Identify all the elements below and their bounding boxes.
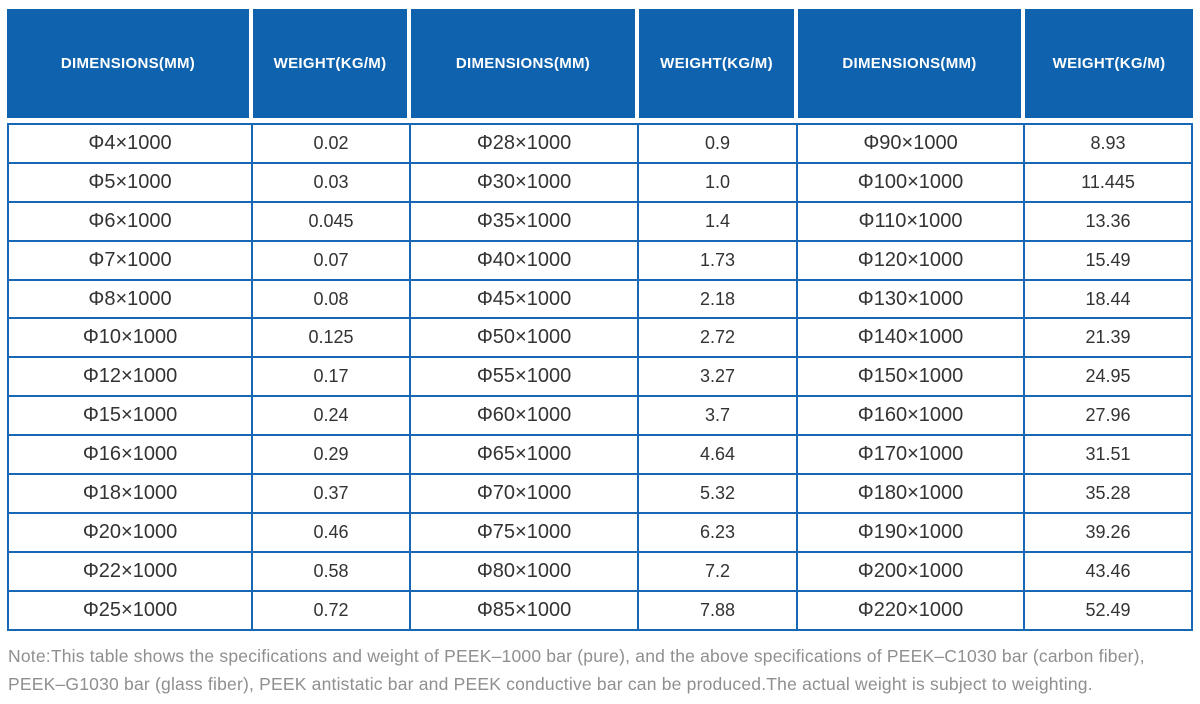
weight-cell: 1.73 <box>639 241 796 279</box>
weight-cell: 0.03 <box>253 163 409 201</box>
weight-cell: 0.58 <box>253 552 409 590</box>
weight-cell: 39.26 <box>1025 513 1191 551</box>
column-header: WEIGHT(KG/M) <box>253 9 411 118</box>
column-header: WEIGHT(KG/M) <box>639 9 798 118</box>
weight-cell: 7.88 <box>639 591 796 629</box>
dimension-cell: Φ220×1000 <box>798 591 1023 629</box>
weight-cell: 0.08 <box>253 280 409 318</box>
dimension-cell: Φ28×1000 <box>411 125 637 162</box>
weight-cell: 27.96 <box>1025 397 1191 435</box>
weight-cell: 5.32 <box>639 475 796 512</box>
weight-cell: 0.46 <box>253 513 409 551</box>
dimension-cell: Φ10×1000 <box>9 319 251 357</box>
dimension-cell: Φ6×1000 <box>9 202 251 240</box>
weight-cell: 2.72 <box>639 319 796 357</box>
dimension-cell: Φ180×1000 <box>798 475 1023 512</box>
weight-cell: 1.4 <box>639 202 796 240</box>
weight-cell: 0.24 <box>253 397 409 435</box>
weight-cell: 6.23 <box>639 513 796 551</box>
table-header-row: DIMENSIONS(MM) WEIGHT(KG/M) DIMENSIONS(MM)… <box>7 9 1193 118</box>
dimension-cell: Φ5×1000 <box>9 163 251 201</box>
weight-cell: 0.17 <box>253 358 409 396</box>
dimension-cell: Φ140×1000 <box>798 319 1023 357</box>
weight-cell: 3.7 <box>639 397 796 435</box>
dimension-cell: Φ20×1000 <box>9 513 251 551</box>
dimension-cell: Φ8×1000 <box>9 280 251 318</box>
weight-cell: 13.36 <box>1025 202 1191 240</box>
dimension-cell: Φ100×1000 <box>798 163 1023 201</box>
weight-cell: 0.125 <box>253 319 409 357</box>
weight-cell: 43.46 <box>1025 552 1191 590</box>
note-line-2: PEEK–G1030 bar (glass fiber), PEEK antis… <box>8 674 1093 694</box>
dimension-cell: Φ45×1000 <box>411 280 637 318</box>
dimension-cell: Φ170×1000 <box>798 436 1023 474</box>
weight-cell: 31.51 <box>1025 436 1191 474</box>
weight-cell: 0.045 <box>253 202 409 240</box>
weight-cell: 15.49 <box>1025 241 1191 279</box>
dimension-cell: Φ130×1000 <box>798 280 1023 318</box>
dimension-cell: Φ65×1000 <box>411 436 637 474</box>
weight-cell: 1.0 <box>639 163 796 201</box>
weight-cell: 4.64 <box>639 436 796 474</box>
column-header: WEIGHT(KG/M) <box>1025 9 1193 118</box>
dimension-cell: Φ190×1000 <box>798 513 1023 551</box>
weight-cell: 11.445 <box>1025 163 1191 201</box>
weight-cell: 21.39 <box>1025 319 1191 357</box>
column-header: DIMENSIONS(MM) <box>7 9 253 118</box>
table-note: Note:This table shows the specifications… <box>8 642 1194 698</box>
dimension-cell: Φ75×1000 <box>411 513 637 551</box>
dimension-cell: Φ50×1000 <box>411 319 637 357</box>
table-body: Φ4×1000 0.02 Φ28×1000 0.9 Φ90×1000 8.93 Φ5×100… <box>7 123 1193 631</box>
peek-bar-spec-table: DIMENSIONS(MM) WEIGHT(KG/M) DIMENSIONS(MM)… <box>7 9 1193 631</box>
weight-cell: 24.95 <box>1025 358 1191 396</box>
weight-cell: 0.9 <box>639 125 796 162</box>
weight-cell: 35.28 <box>1025 475 1191 512</box>
dimension-cell: Φ85×1000 <box>411 591 637 629</box>
dimension-cell: Φ150×1000 <box>798 358 1023 396</box>
dimension-cell: Φ30×1000 <box>411 163 637 201</box>
weight-cell: 8.93 <box>1025 125 1191 162</box>
weight-cell: 3.27 <box>639 358 796 396</box>
dimension-cell: Φ16×1000 <box>9 436 251 474</box>
weight-cell: 0.72 <box>253 591 409 629</box>
dimension-cell: Φ90×1000 <box>798 125 1023 162</box>
dimension-cell: Φ22×1000 <box>9 552 251 590</box>
column-header: DIMENSIONS(MM) <box>411 9 639 118</box>
weight-cell: 0.02 <box>253 125 409 162</box>
dimension-cell: Φ7×1000 <box>9 241 251 279</box>
dimension-cell: Φ200×1000 <box>798 552 1023 590</box>
dimension-cell: Φ120×1000 <box>798 241 1023 279</box>
dimension-cell: Φ40×1000 <box>411 241 637 279</box>
dimension-cell: Φ18×1000 <box>9 475 251 512</box>
dimension-cell: Φ12×1000 <box>9 358 251 396</box>
weight-cell: 2.18 <box>639 280 796 318</box>
dimension-cell: Φ55×1000 <box>411 358 637 396</box>
dimension-cell: Φ80×1000 <box>411 552 637 590</box>
note-line-1: Note:This table shows the specifications… <box>8 646 1145 666</box>
column-header: DIMENSIONS(MM) <box>798 9 1025 118</box>
dimension-cell: Φ60×1000 <box>411 397 637 435</box>
dimension-cell: Φ35×1000 <box>411 202 637 240</box>
weight-cell: 18.44 <box>1025 280 1191 318</box>
weight-cell: 0.07 <box>253 241 409 279</box>
dimension-cell: Φ25×1000 <box>9 591 251 629</box>
dimension-cell: Φ4×1000 <box>9 125 251 162</box>
dimension-cell: Φ15×1000 <box>9 397 251 435</box>
dimension-cell: Φ70×1000 <box>411 475 637 512</box>
weight-cell: 7.2 <box>639 552 796 590</box>
weight-cell: 0.29 <box>253 436 409 474</box>
dimension-cell: Φ160×1000 <box>798 397 1023 435</box>
dimension-cell: Φ110×1000 <box>798 202 1023 240</box>
weight-cell: 0.37 <box>253 475 409 512</box>
weight-cell: 52.49 <box>1025 591 1191 629</box>
